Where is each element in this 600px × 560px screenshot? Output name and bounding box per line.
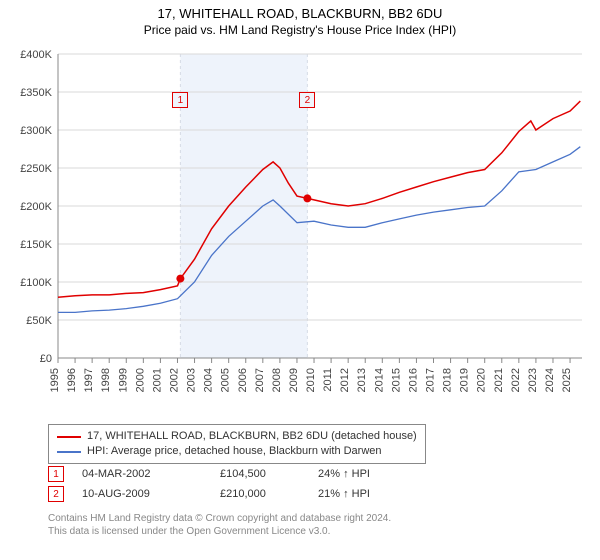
svg-text:£0: £0	[40, 353, 52, 365]
svg-text:2017: 2017	[425, 368, 437, 392]
svg-text:2019: 2019	[459, 368, 471, 392]
svg-text:1996: 1996	[66, 368, 78, 392]
legend-label: HPI: Average price, detached house, Blac…	[87, 444, 382, 459]
svg-text:1997: 1997	[83, 368, 95, 392]
svg-text:£350K: £350K	[20, 87, 52, 99]
event-date: 04-MAR-2002	[82, 468, 202, 480]
legend-label: 17, WHITEHALL ROAD, BLACKBURN, BB2 6DU (…	[87, 429, 417, 444]
svg-text:2015: 2015	[390, 368, 402, 392]
event-delta: 24% ↑ HPI	[318, 468, 370, 480]
svg-text:£150K: £150K	[20, 239, 52, 251]
svg-text:£400K: £400K	[20, 49, 52, 61]
footer-line1: Contains HM Land Registry data © Crown c…	[48, 512, 391, 525]
legend: 17, WHITEHALL ROAD, BLACKBURN, BB2 6DU (…	[48, 424, 426, 464]
svg-text:2012: 2012	[339, 368, 351, 392]
svg-text:2018: 2018	[442, 368, 454, 392]
svg-text:2025: 2025	[561, 368, 573, 392]
svg-text:1999: 1999	[117, 368, 129, 392]
footer: Contains HM Land Registry data © Crown c…	[48, 512, 391, 538]
chart-title: 17, WHITEHALL ROAD, BLACKBURN, BB2 6DU	[0, 0, 600, 21]
event-number: 1	[48, 466, 64, 482]
event-price: £210,000	[220, 488, 300, 500]
event-date: 10-AUG-2009	[82, 488, 202, 500]
svg-text:2014: 2014	[373, 368, 385, 392]
svg-text:2005: 2005	[220, 368, 232, 392]
svg-text:2020: 2020	[476, 368, 488, 392]
event-price: £104,500	[220, 468, 300, 480]
svg-text:2002: 2002	[168, 368, 180, 392]
svg-text:2013: 2013	[356, 368, 368, 392]
legend-row: HPI: Average price, detached house, Blac…	[57, 444, 417, 459]
footer-line2: This data is licensed under the Open Gov…	[48, 525, 391, 538]
event-marker-label: 1	[172, 92, 188, 108]
event-number: 2	[48, 486, 64, 502]
svg-text:1998: 1998	[100, 368, 112, 392]
svg-text:2021: 2021	[493, 368, 505, 392]
svg-text:2022: 2022	[510, 368, 522, 392]
events-table: 1 04-MAR-2002 £104,500 24% ↑ HPI 2 10-AUG-200…	[48, 466, 370, 506]
legend-row: 17, WHITEHALL ROAD, BLACKBURN, BB2 6DU (…	[57, 429, 417, 444]
legend-swatch	[57, 436, 81, 438]
svg-text:2007: 2007	[254, 368, 266, 392]
svg-text:2011: 2011	[322, 368, 334, 392]
svg-text:£300K: £300K	[20, 125, 52, 137]
svg-text:£200K: £200K	[20, 201, 52, 213]
event-row: 2 10-AUG-2009 £210,000 21% ↑ HPI	[48, 486, 370, 502]
svg-text:2004: 2004	[203, 368, 215, 392]
svg-text:2023: 2023	[527, 368, 539, 392]
chart-subtitle: Price paid vs. HM Land Registry's House …	[0, 21, 600, 37]
legend-swatch	[57, 451, 81, 453]
event-row: 1 04-MAR-2002 £104,500 24% ↑ HPI	[48, 466, 370, 482]
svg-text:2024: 2024	[544, 368, 556, 392]
event-delta: 21% ↑ HPI	[318, 488, 370, 500]
svg-text:2000: 2000	[134, 368, 146, 392]
svg-text:2010: 2010	[305, 368, 317, 392]
svg-text:£50K: £50K	[26, 315, 52, 327]
svg-text:1995: 1995	[49, 368, 61, 392]
svg-text:£100K: £100K	[20, 277, 52, 289]
svg-text:2001: 2001	[151, 368, 163, 392]
event-marker-label: 2	[299, 92, 315, 108]
svg-text:2008: 2008	[271, 368, 283, 392]
svg-text:£250K: £250K	[20, 163, 52, 175]
svg-text:2016: 2016	[407, 368, 419, 392]
svg-text:2009: 2009	[288, 368, 300, 392]
chart: £0 £50K £100K £150K £200K £250K £300K £350K £400…	[10, 46, 590, 416]
svg-text:2006: 2006	[237, 368, 249, 392]
svg-text:2003: 2003	[186, 368, 198, 392]
